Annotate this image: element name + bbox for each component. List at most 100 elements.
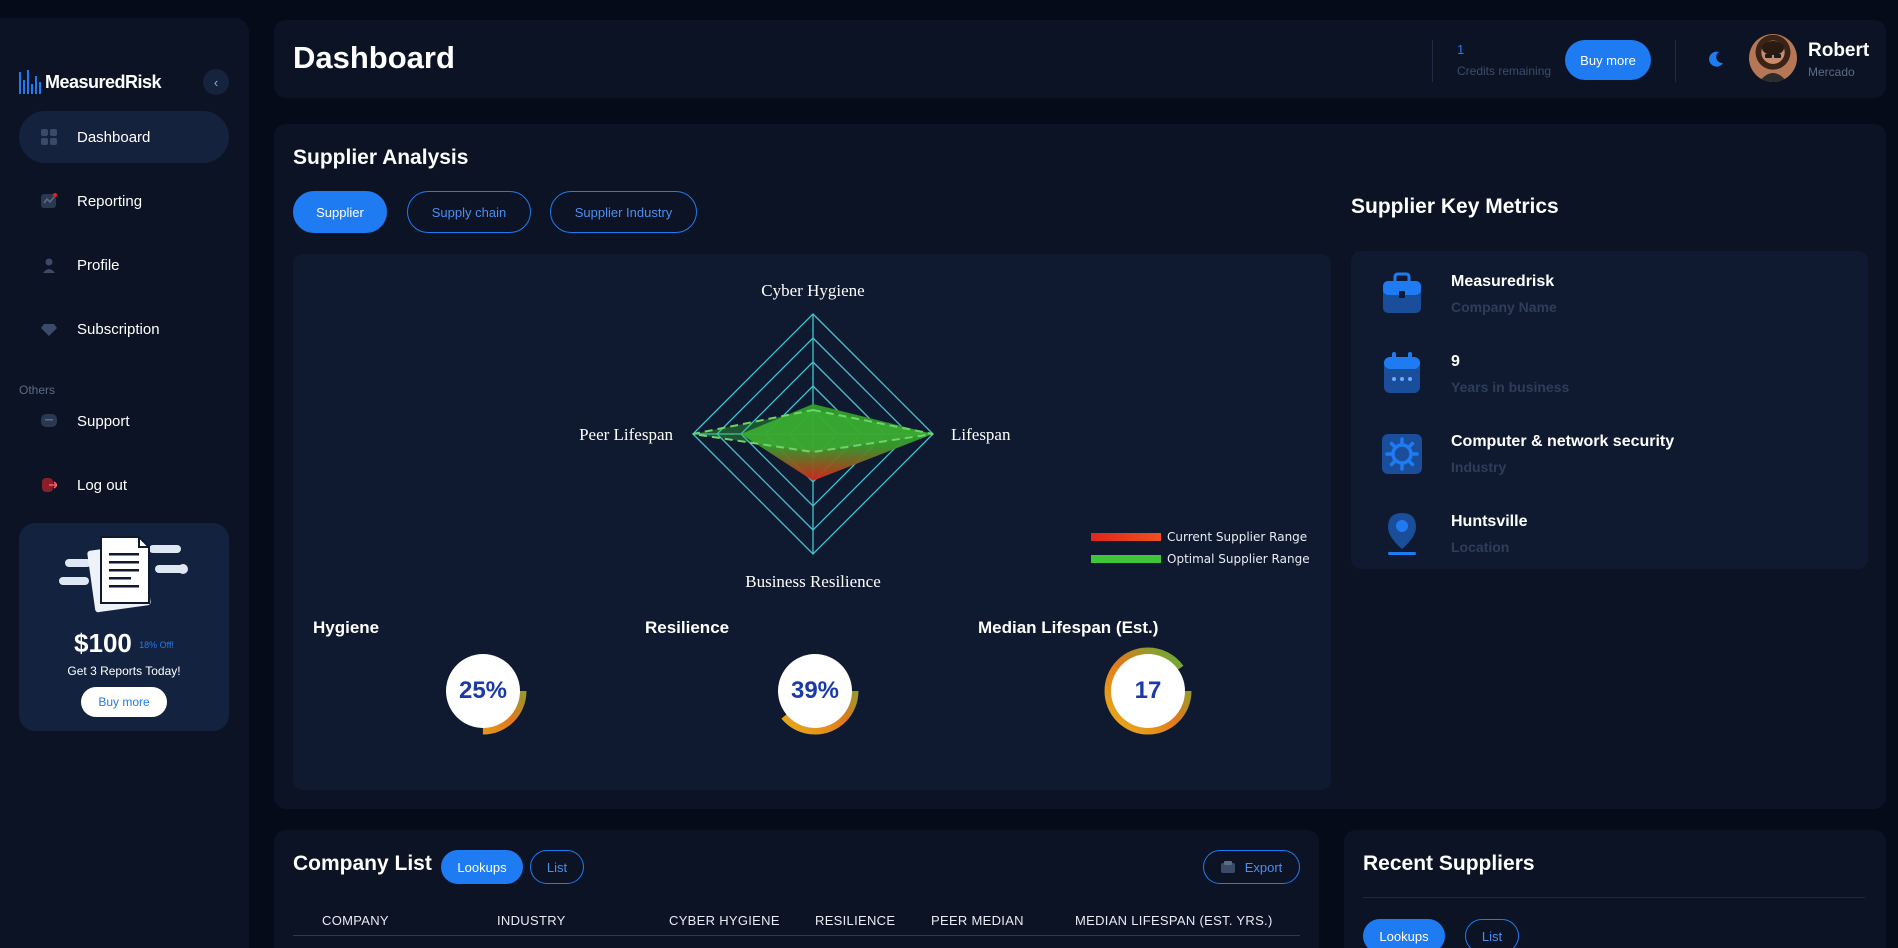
radar-current-range-area <box>741 404 933 481</box>
promo-buy-more-button[interactable]: Buy more <box>81 687 167 717</box>
chevron-left-icon[interactable]: ‹ <box>203 69 229 95</box>
export-button[interactable]: Export <box>1203 850 1300 884</box>
user-surname: Mercado <box>1808 65 1855 79</box>
sidebar-item-dashboard[interactable]: Dashboard <box>19 111 229 163</box>
company-list-title: Company List <box>293 852 432 875</box>
recent-suppliers-title: Recent Suppliers <box>1363 852 1535 875</box>
company-lookups-toggle[interactable]: Lookups <box>441 850 523 884</box>
avatar[interactable] <box>1749 34 1797 82</box>
brand-logo[interactable]: MeasuredRisk <box>19 70 162 94</box>
metric-label: Industry <box>1451 459 1507 475</box>
radar-axis-label-top: Cyber Hygiene <box>761 281 864 300</box>
gauge-ring <box>771 647 859 735</box>
recent-suppliers-panel: Recent Suppliers Lookups List <box>1344 830 1886 948</box>
gauge-title-hygiene: Hygiene <box>313 618 380 637</box>
gauge-value: 17 <box>1111 654 1185 728</box>
metric-industry: Computer & network security Industry <box>1351 421 1868 491</box>
export-label: Export <box>1244 859 1283 875</box>
credits-label: Credits remaining <box>1457 64 1552 78</box>
gauge-title-resilience: Resilience <box>645 618 730 637</box>
radar-optimal-range-outline <box>692 408 934 454</box>
sidebar: MeasuredRisk ‹ Dashboard Reporting Profi… <box>0 18 249 948</box>
metric-value: 9 <box>1451 353 1460 370</box>
diamond-icon <box>41 321 57 337</box>
sidebar-item-label: Profile <box>77 256 120 274</box>
user-name[interactable]: Robert <box>1808 40 1870 61</box>
metric-label: Company Name <box>1451 299 1557 315</box>
metric-label: Location <box>1451 539 1510 555</box>
briefcase-icon <box>1383 272 1421 313</box>
legend-optimal-label: Optimal Supplier Range <box>1167 552 1310 566</box>
radar-axis-label-left: Peer Lifespan <box>579 425 673 444</box>
top-header: Dashboard 1 Credits remaining Buy more R… <box>274 20 1886 98</box>
recent-divider <box>1363 897 1865 898</box>
sidebar-item-subscription[interactable]: Subscription <box>19 303 229 355</box>
radar-chart: Cyber Hygiene Lifespan Business Resilien… <box>579 281 1011 591</box>
key-metrics-card: Measuredrisk Company Name 9 Years in bus… <box>1351 251 1868 569</box>
company-list-toggle[interactable]: List <box>530 850 584 884</box>
gauge-arc <box>439 647 527 735</box>
metric-years-in-business: 9 Years in business <box>1351 341 1868 411</box>
buy-more-button[interactable]: Buy more <box>1565 40 1651 80</box>
table-header-divider <box>293 935 1300 936</box>
hygiene-gauge: 25% <box>438 646 528 736</box>
gear-icon <box>1382 434 1422 474</box>
chat-icon <box>41 413 57 429</box>
tab-supplier[interactable]: Supplier <box>293 191 387 233</box>
legend-current: Current Supplier Range <box>1091 530 1307 544</box>
sidebar-item-label: Dashboard <box>77 128 151 146</box>
chart-icon <box>41 193 57 209</box>
metric-value: Huntsville <box>1451 513 1528 530</box>
tab-supplier-industry[interactable]: Supplier Industry <box>550 191 697 233</box>
gauge-arc <box>1104 647 1192 735</box>
page-title: Dashboard <box>293 40 455 75</box>
radar-axis-label-right: Lifespan <box>951 425 1011 444</box>
gauge-ring <box>439 647 527 735</box>
metric-value: Computer & network security <box>1451 433 1675 450</box>
metric-label: Years in business <box>1451 379 1570 395</box>
sidebar-item-logout[interactable]: Log out <box>19 459 229 511</box>
promo-card: $100 18% Off! Get 3 Reports Today! Buy m… <box>19 523 229 731</box>
calendar-icon <box>1384 352 1420 393</box>
tab-supply-chain[interactable]: Supply chain <box>407 191 531 233</box>
column-header-cyber-hygiene[interactable]: CYBER HYGIENE <box>669 913 780 928</box>
recent-lookups-toggle[interactable]: Lookups <box>1363 919 1445 948</box>
legend-optimal: Optimal Supplier Range <box>1091 552 1310 566</box>
grid-icon <box>41 129 57 145</box>
metric-company-name: Measuredrisk Company Name <box>1351 261 1868 331</box>
company-list-panel: Company List Lookups List Export COMPANY… <box>274 830 1319 948</box>
sidebar-item-reporting[interactable]: Reporting <box>19 175 229 227</box>
column-header-industry[interactable]: INDUSTRY <box>497 913 566 928</box>
column-header-median-lifespan[interactable]: MEDIAN LIFESPAN (EST. YRS.) <box>1075 913 1273 928</box>
recent-list-toggle[interactable]: List <box>1465 919 1519 948</box>
sidebar-item-label: Log out <box>77 476 128 494</box>
header-divider <box>1432 40 1433 82</box>
moon-icon[interactable] <box>1707 50 1725 68</box>
credits-value: 1 <box>1457 42 1465 57</box>
user-icon <box>41 257 57 273</box>
metric-location: Huntsville Location <box>1351 501 1868 571</box>
legend-current-label: Current Supplier Range <box>1167 530 1308 544</box>
gauge-arc <box>771 647 859 735</box>
section-title: Supplier Analysis <box>293 146 469 169</box>
others-section-label: Others <box>19 383 56 397</box>
column-header-peer-median[interactable]: PEER MEDIAN <box>931 913 1024 928</box>
logo-bars-icon <box>19 70 41 94</box>
column-header-company[interactable]: COMPANY <box>322 913 389 928</box>
documents-illustration-icon <box>59 536 188 613</box>
sidebar-item-support[interactable]: Support <box>19 395 229 447</box>
header-divider <box>1675 40 1676 82</box>
promo-discount: 18% Off! <box>139 640 174 651</box>
gauge-ring <box>1104 647 1192 735</box>
metric-value: Measuredrisk <box>1451 273 1555 290</box>
promo-price: $100 18% Off! <box>74 628 174 658</box>
brand-name: MeasuredRisk <box>45 71 162 92</box>
sidebar-item-profile[interactable]: Profile <box>19 239 229 291</box>
gauge-value: 39% <box>778 654 852 728</box>
legend-optimal-swatch <box>1091 555 1161 563</box>
location-pin-icon <box>1388 513 1416 555</box>
column-header-resilience[interactable]: RESILIENCE <box>815 913 896 928</box>
export-icon <box>1220 861 1235 873</box>
promo-text: Get 3 Reports Today! <box>67 664 181 678</box>
gauge-title-median-lifespan: Median Lifespan (Est.) <box>978 618 1159 637</box>
